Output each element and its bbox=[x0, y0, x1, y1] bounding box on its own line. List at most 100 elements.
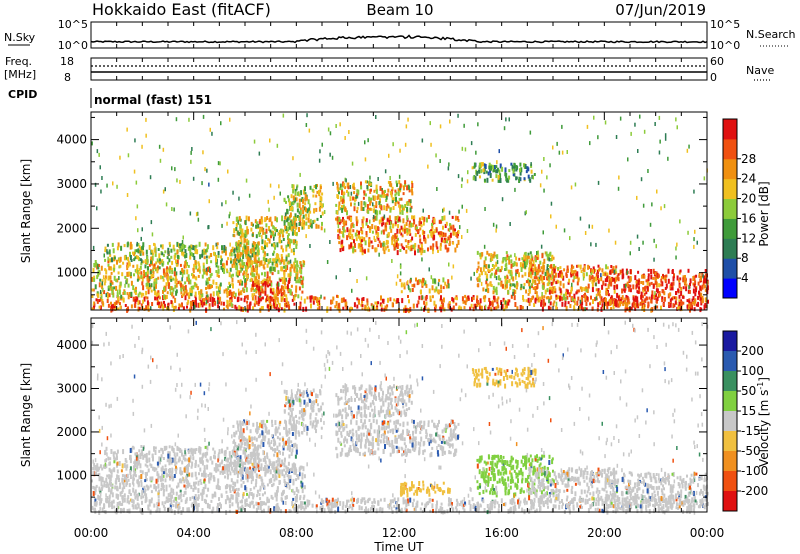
heatmap-cell bbox=[494, 165, 496, 169]
heatmap-cell bbox=[246, 300, 249, 304]
heatmap-cell bbox=[276, 297, 279, 303]
heatmap-cell bbox=[197, 274, 200, 278]
heatmap-cell bbox=[492, 164, 494, 169]
heatmap-cell bbox=[115, 279, 118, 283]
heatmap-cell bbox=[91, 141, 93, 146]
heatmap-cell bbox=[440, 304, 443, 309]
heatmap-cell bbox=[272, 252, 275, 256]
heatmap-cell bbox=[692, 276, 695, 281]
heatmap-cell bbox=[366, 204, 369, 209]
heatmap-cell bbox=[365, 276, 368, 281]
heatmap-cell bbox=[245, 261, 248, 266]
heatmap-cell bbox=[295, 244, 298, 249]
heatmap-cell bbox=[695, 303, 698, 307]
freq-tick-top: 18 bbox=[60, 55, 74, 68]
heatmap-cell bbox=[447, 283, 450, 289]
heatmap-cell bbox=[380, 295, 382, 301]
heatmap-cell bbox=[524, 251, 527, 256]
heatmap-cell bbox=[401, 234, 404, 238]
heatmap-cell bbox=[646, 280, 649, 286]
heatmap-cell bbox=[693, 283, 696, 288]
heatmap-cell bbox=[169, 468, 171, 473]
heatmap-cell bbox=[696, 240, 698, 245]
heatmap-cell bbox=[613, 284, 616, 290]
heatmap-cell bbox=[182, 235, 184, 240]
heatmap-cell bbox=[409, 245, 412, 250]
heatmap-cell bbox=[407, 308, 410, 314]
heatmap-cell bbox=[331, 502, 334, 506]
heatmap-cell bbox=[411, 191, 414, 196]
heatmap-cell bbox=[476, 170, 479, 176]
heatmap-cell bbox=[288, 509, 291, 513]
heatmap-cell bbox=[490, 505, 493, 511]
heatmap-cell bbox=[206, 297, 209, 303]
heatmap-cell bbox=[674, 296, 676, 300]
heatmap-cell bbox=[527, 174, 530, 179]
heatmap-cell bbox=[613, 269, 616, 274]
heatmap-cell bbox=[391, 200, 394, 204]
heatmap-cell bbox=[262, 229, 265, 235]
heatmap-cell bbox=[133, 491, 136, 496]
heatmap-cell bbox=[479, 306, 482, 310]
heatmap-cell bbox=[304, 506, 307, 510]
heatmap-cell bbox=[464, 294, 467, 298]
heatmap-cell bbox=[249, 302, 252, 306]
heatmap-cell bbox=[396, 274, 399, 279]
heatmap-cell bbox=[489, 506, 492, 511]
heatmap-cell bbox=[420, 224, 423, 228]
heatmap-cell bbox=[579, 216, 582, 221]
heatmap-cell bbox=[480, 305, 483, 311]
heatmap-cell bbox=[241, 259, 244, 263]
heatmap-cell bbox=[255, 288, 257, 291]
heatmap-cell bbox=[105, 269, 108, 275]
heatmap-cell bbox=[258, 264, 261, 268]
heatmap-cell bbox=[378, 240, 381, 244]
heatmap-cell bbox=[207, 504, 209, 509]
heatmap-cell bbox=[665, 509, 668, 513]
heatmap-cell bbox=[600, 296, 603, 302]
heatmap-cell bbox=[430, 142, 432, 147]
heatmap-cell bbox=[534, 509, 537, 513]
heatmap-cell bbox=[187, 264, 190, 268]
heatmap-cell bbox=[216, 272, 219, 277]
heatmap-cell bbox=[394, 202, 397, 206]
heatmap-cell bbox=[613, 288, 616, 294]
heatmap-cell bbox=[624, 297, 627, 301]
heatmap-cell bbox=[146, 268, 149, 274]
heatmap-cell bbox=[350, 191, 353, 196]
heatmap-cell bbox=[540, 299, 543, 304]
heatmap-cell bbox=[516, 306, 519, 311]
heatmap-cell bbox=[283, 197, 286, 202]
heatmap-cell bbox=[642, 281, 645, 285]
power-y-label: Slant Range [km] bbox=[19, 159, 33, 263]
heatmap-cell bbox=[301, 472, 304, 477]
heatmap-cell bbox=[259, 505, 262, 511]
heatmap-cell bbox=[596, 269, 599, 275]
heatmap-cell bbox=[235, 261, 238, 265]
heatmap-cell bbox=[117, 307, 120, 311]
heatmap-cell bbox=[406, 231, 409, 236]
heatmap-cell bbox=[420, 280, 423, 284]
heatmap-cell bbox=[280, 240, 283, 244]
heatmap-cell bbox=[286, 302, 289, 306]
heatmap-cell bbox=[521, 306, 524, 310]
heatmap-cell bbox=[101, 284, 104, 290]
heatmap-cell bbox=[433, 288, 436, 293]
heatmap-cell bbox=[238, 231, 241, 236]
heatmap-cell bbox=[233, 295, 236, 299]
heatmap-cell bbox=[259, 298, 262, 302]
heatmap-cell bbox=[441, 216, 444, 221]
heatmap-cell bbox=[253, 293, 256, 296]
heatmap-cell bbox=[134, 504, 137, 510]
heatmap-cell bbox=[199, 467, 202, 472]
heatmap-cell bbox=[255, 276, 258, 281]
heatmap-cell bbox=[518, 502, 521, 507]
heatmap-cell bbox=[304, 186, 306, 192]
heatmap-cell bbox=[547, 505, 549, 509]
heatmap-cell bbox=[160, 301, 163, 307]
heatmap-cell bbox=[377, 237, 380, 241]
heatmap-cell bbox=[382, 242, 384, 247]
heatmap-cell bbox=[685, 283, 688, 287]
heatmap-cell bbox=[203, 268, 206, 272]
heatmap-cell bbox=[378, 201, 381, 205]
